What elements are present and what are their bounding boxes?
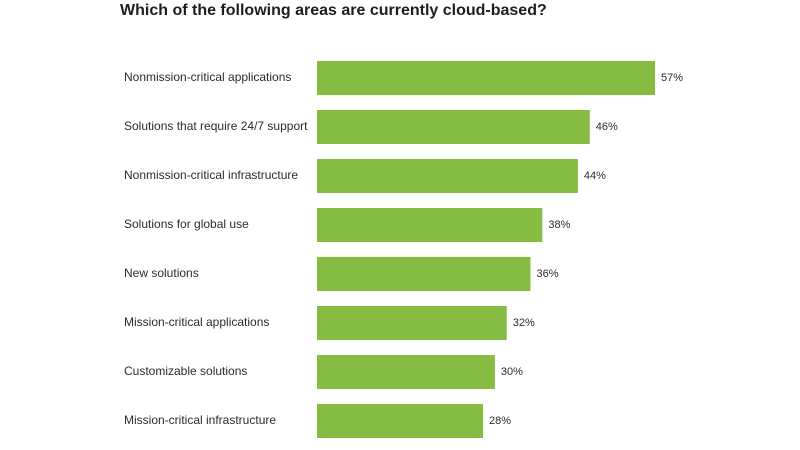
value-label: 46%: [596, 121, 618, 133]
bar: [317, 110, 590, 144]
bar: [317, 355, 495, 389]
bar: [317, 159, 578, 193]
value-label: 32%: [513, 317, 535, 329]
category-label: Mission-critical infrastructure: [124, 413, 276, 427]
category-label: Mission-critical applications: [124, 315, 269, 329]
chart-title: Which of the following areas are current…: [120, 2, 547, 19]
category-label: Nonmission-critical applications: [124, 70, 291, 84]
value-label: 28%: [489, 415, 511, 427]
bar: [317, 61, 655, 95]
value-label: 57%: [661, 72, 683, 84]
value-label: 36%: [536, 268, 558, 280]
value-label: 44%: [584, 170, 606, 182]
bar: [317, 404, 484, 438]
category-label: Solutions that require 24/7 support: [124, 119, 308, 133]
category-label: Nonmission-critical infrastructure: [124, 168, 298, 182]
category-label: Customizable solutions: [124, 364, 247, 378]
bars-group: Nonmission-critical applications 57% Solut…: [124, 61, 683, 438]
bar: [317, 208, 543, 242]
value-label: 38%: [548, 219, 570, 231]
category-label: Solutions for global use: [124, 217, 249, 231]
bar: [317, 306, 507, 340]
bar: [317, 257, 531, 291]
value-label: 30%: [501, 366, 523, 378]
category-label: New solutions: [124, 266, 199, 280]
